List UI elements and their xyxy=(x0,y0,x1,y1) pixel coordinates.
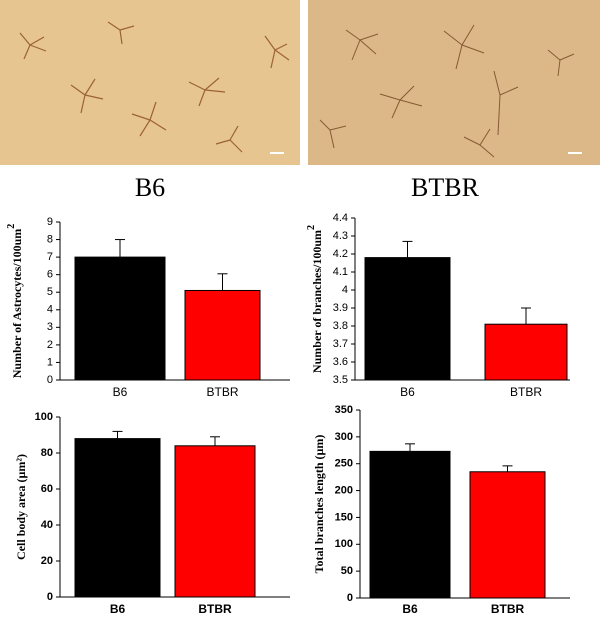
cell-sketch xyxy=(19,21,290,153)
y-tick-label: 4 xyxy=(342,284,348,296)
y-tick-label: 50 xyxy=(341,565,353,577)
y-tick-label: 6 xyxy=(47,269,53,281)
x-tick-label: B6 xyxy=(400,385,415,399)
x-tick-label: B6 xyxy=(113,385,128,399)
y-tick-label: 3.7 xyxy=(333,338,348,350)
y-tick-label: 4.4 xyxy=(333,212,348,224)
micrograph-btbr xyxy=(308,0,600,165)
y-axis-label-superscript: 2 xyxy=(306,225,317,230)
x-tick-label: BTBR xyxy=(491,602,525,616)
y-axis-label-superscript: 2 xyxy=(6,224,17,229)
y-tick-label: 8 xyxy=(47,233,53,245)
y-tick-label: 2 xyxy=(47,339,53,351)
y-tick-label: 3.9 xyxy=(333,302,348,314)
y-axis-label-text: Number of branches/100um xyxy=(310,230,324,373)
panel-label: BTBR xyxy=(411,173,480,202)
micrograph-background xyxy=(308,0,600,165)
bar xyxy=(364,257,451,381)
y-tick-label: 60 xyxy=(41,483,53,495)
y-tick-label: 5 xyxy=(47,286,53,298)
bar-chart: 0 50 100 150 200 250 300 350 B6 BTBR Total branche… xyxy=(312,404,570,616)
micrograph-b6 xyxy=(0,0,300,165)
y-tick-label: 250 xyxy=(335,458,353,470)
x-tick-label: BTBR xyxy=(198,602,232,616)
bar xyxy=(74,438,161,598)
bar-chart: 0 1 2 3 4 5 6 7 8 9 B6 BTBR Number of Astrocytes/100… xyxy=(6,216,290,399)
y-axis-label: Cell body area (µm²) xyxy=(14,454,28,560)
bar xyxy=(174,445,256,598)
y-tick-label: 20 xyxy=(41,555,53,567)
y-tick-label: 1 xyxy=(47,356,53,368)
y-tick-label: 0 xyxy=(47,591,53,603)
x-tick-label: BTBR xyxy=(206,385,238,399)
bar xyxy=(184,289,261,381)
bar xyxy=(74,256,166,381)
x-tick-label: BTBR xyxy=(510,385,542,399)
y-axis-label-text: Number of Astrocytes/100um xyxy=(10,229,24,379)
scale-bar xyxy=(270,152,284,154)
y-tick-label: 80 xyxy=(41,447,53,459)
y-tick-label: 0 xyxy=(347,592,353,604)
scale-bar xyxy=(568,152,582,154)
y-tick-label: 0 xyxy=(47,374,53,386)
bar xyxy=(369,450,451,599)
y-tick-label: 4.1 xyxy=(333,266,348,278)
bar-chart: 3.5 3.6 3.7 3.8 3.9 4 4.1 4.2 4.3 4.4 B6 BTBR Number… xyxy=(306,212,570,399)
y-tick-label: 3.8 xyxy=(333,320,348,332)
y-axis-label: Total branches length (µm) xyxy=(312,435,326,574)
bar-chart: 0 20 40 60 80 100 B6 BTBR Cell body area (µm²) xyxy=(14,411,290,616)
y-tick-label: 3.5 xyxy=(333,374,348,386)
micrograph-background xyxy=(0,0,300,165)
y-tick-label: 4.3 xyxy=(333,230,348,242)
y-axis-label-text: Cell body area (µm²) xyxy=(14,454,28,560)
y-tick-label: 300 xyxy=(335,431,353,443)
panel-label: B6 xyxy=(135,173,165,202)
cell-sketch xyxy=(319,24,575,158)
x-tick-label: B6 xyxy=(110,602,126,616)
bar xyxy=(469,471,546,599)
y-tick-label: 4 xyxy=(47,304,53,316)
y-axis-label-text: Total branches length (µm) xyxy=(312,435,326,574)
y-tick-label: 3 xyxy=(47,321,53,333)
y-tick-label: 4.2 xyxy=(333,248,348,260)
bar xyxy=(484,323,568,381)
y-tick-label: 150 xyxy=(335,511,353,523)
x-tick-label: B6 xyxy=(402,602,418,616)
y-tick-label: 350 xyxy=(335,404,353,416)
y-axis-label: Number of Astrocytes/100um2 xyxy=(6,224,23,379)
y-tick-label: 9 xyxy=(47,216,53,228)
y-tick-label: 100 xyxy=(335,538,353,550)
y-tick-label: 3.6 xyxy=(333,356,348,368)
y-tick-label: 200 xyxy=(335,484,353,496)
y-tick-label: 100 xyxy=(35,411,53,423)
y-tick-label: 7 xyxy=(47,251,53,263)
y-tick-label: 40 xyxy=(41,519,53,531)
y-axis-label: Number of branches/100um2 xyxy=(306,225,323,373)
